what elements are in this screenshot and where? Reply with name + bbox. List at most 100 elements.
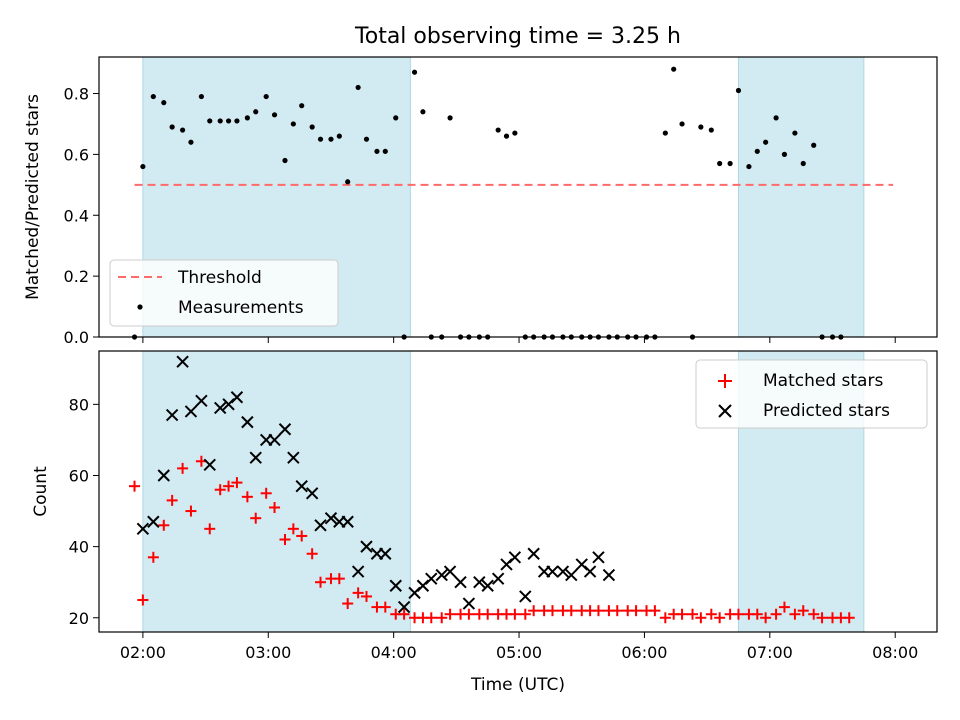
measurement-point — [447, 115, 453, 121]
predicted-star-point — [454, 575, 467, 589]
bottom-axes-frame — [98, 350, 938, 633]
matched-star-point — [204, 523, 216, 535]
x-tick-label: 02:00 — [120, 643, 166, 662]
matched-star-point — [565, 605, 577, 617]
measurement-point — [811, 142, 817, 148]
x-tick-label: 04:00 — [371, 643, 417, 662]
predicted-star-point — [341, 515, 354, 528]
top-legend: Threshold Measurements — [109, 259, 339, 327]
measurement-point — [727, 160, 733, 167]
matched-star-point — [129, 480, 141, 492]
bottom-legend: Matched stars Predicted stars — [695, 359, 928, 429]
matched-star-point — [185, 505, 197, 517]
measurement-point — [382, 148, 388, 154]
predicted-star-point — [249, 451, 262, 464]
y-tick-label: 60 — [69, 466, 89, 485]
predicted-star-point — [360, 540, 373, 553]
measurement-point — [662, 130, 668, 136]
matched-star-point — [686, 608, 698, 620]
matched-star-point — [137, 594, 149, 606]
matched-star-point — [659, 612, 671, 624]
measurement-point — [763, 139, 769, 145]
predicted-star-point — [602, 568, 616, 582]
measurement-point — [336, 133, 342, 139]
x-tick-label: 06:00 — [621, 643, 667, 662]
measurement-point — [234, 118, 240, 124]
measurement-point — [717, 160, 723, 167]
predicted-star-point — [295, 479, 308, 493]
top-y-ticks: 0.0 0.2 0.4 0.6 0.8 — [64, 85, 99, 347]
matched-star-point — [352, 587, 364, 599]
predicted-star-point — [508, 551, 522, 564]
predicted-star-point — [203, 458, 216, 472]
y-tick-label: 0.8 — [64, 85, 89, 104]
predicted-star-point — [435, 568, 448, 582]
matched-star-point — [463, 608, 475, 620]
measurement-point — [363, 136, 370, 142]
predicted-star-point — [157, 469, 170, 482]
measurement-point — [309, 124, 315, 130]
measurement-point — [140, 163, 146, 170]
measurement-point — [512, 130, 518, 136]
predicted-star-point — [527, 547, 540, 560]
matched-star-point — [705, 608, 717, 620]
matched-star-point — [398, 608, 410, 620]
predicted-star-point — [213, 401, 227, 415]
measurement-point — [253, 109, 259, 115]
predicted-star-point — [195, 394, 208, 408]
legend-measurements-label: Measurements — [178, 298, 304, 318]
matched-star-point — [260, 487, 272, 499]
measurement-point — [299, 103, 305, 109]
y-tick-label: 80 — [69, 395, 89, 414]
matched-star-point — [223, 480, 235, 492]
y-tick-label: 0.4 — [64, 206, 89, 225]
matched-star-point — [333, 573, 345, 585]
matched-star-point — [751, 608, 763, 620]
matched-star-point — [214, 484, 226, 496]
measurement-point — [792, 130, 798, 136]
measurement-point — [754, 148, 760, 154]
matched-star-point — [315, 576, 327, 588]
matched-star-point — [436, 612, 448, 624]
measurement-point — [345, 179, 351, 185]
matched-star-point — [279, 534, 291, 546]
matched-star-point — [509, 608, 521, 620]
matched-star-point — [519, 608, 531, 620]
predicted-star-point — [443, 565, 457, 578]
matched-star-point — [306, 548, 318, 560]
x-tick-label: 07:00 — [747, 643, 793, 662]
measurement-point — [746, 163, 752, 170]
predicted-star-point — [287, 451, 300, 464]
matched-star-point — [444, 608, 456, 620]
matched-star-point — [789, 608, 801, 620]
measurement-point — [800, 160, 806, 167]
legend-matched-swatch — [718, 374, 732, 388]
predicted-star-point — [397, 600, 411, 614]
measurement-point — [217, 118, 223, 124]
matched-star-point — [158, 519, 170, 531]
matched-star-point — [482, 608, 494, 620]
matched-star-point — [296, 530, 308, 542]
matched-star-point — [379, 601, 391, 613]
matched-star-point — [843, 612, 855, 624]
measurement-point — [374, 148, 380, 154]
top-y-axis-label: Matched/Predicted stars — [23, 94, 43, 300]
matched-star-point — [816, 612, 828, 624]
bottom-x-ticks: 02:00 03:00 04:00 05:00 06:00 07:00 08:00 — [120, 632, 918, 662]
measurement-point — [198, 93, 204, 100]
predicted-star-point — [147, 515, 160, 528]
matched-star-point — [231, 477, 243, 489]
measurement-point — [161, 100, 167, 106]
predicted-star-point — [462, 597, 476, 610]
predicted-star-point — [519, 590, 532, 603]
x-tick-label: 08:00 — [872, 643, 918, 662]
predicted-star-point — [425, 572, 438, 585]
bottom-y-ticks: 20 40 60 80 — [69, 395, 99, 628]
matched-star-point — [425, 612, 437, 624]
top-panel: 0.00.20.40.60.8 Matched/Predicted stars … — [23, 56, 938, 347]
matched-stars-points — [129, 455, 855, 624]
matched-star-point — [287, 523, 299, 535]
legend-matched-label: Matched stars — [763, 371, 883, 391]
y-tick-label: 0.6 — [64, 145, 89, 164]
